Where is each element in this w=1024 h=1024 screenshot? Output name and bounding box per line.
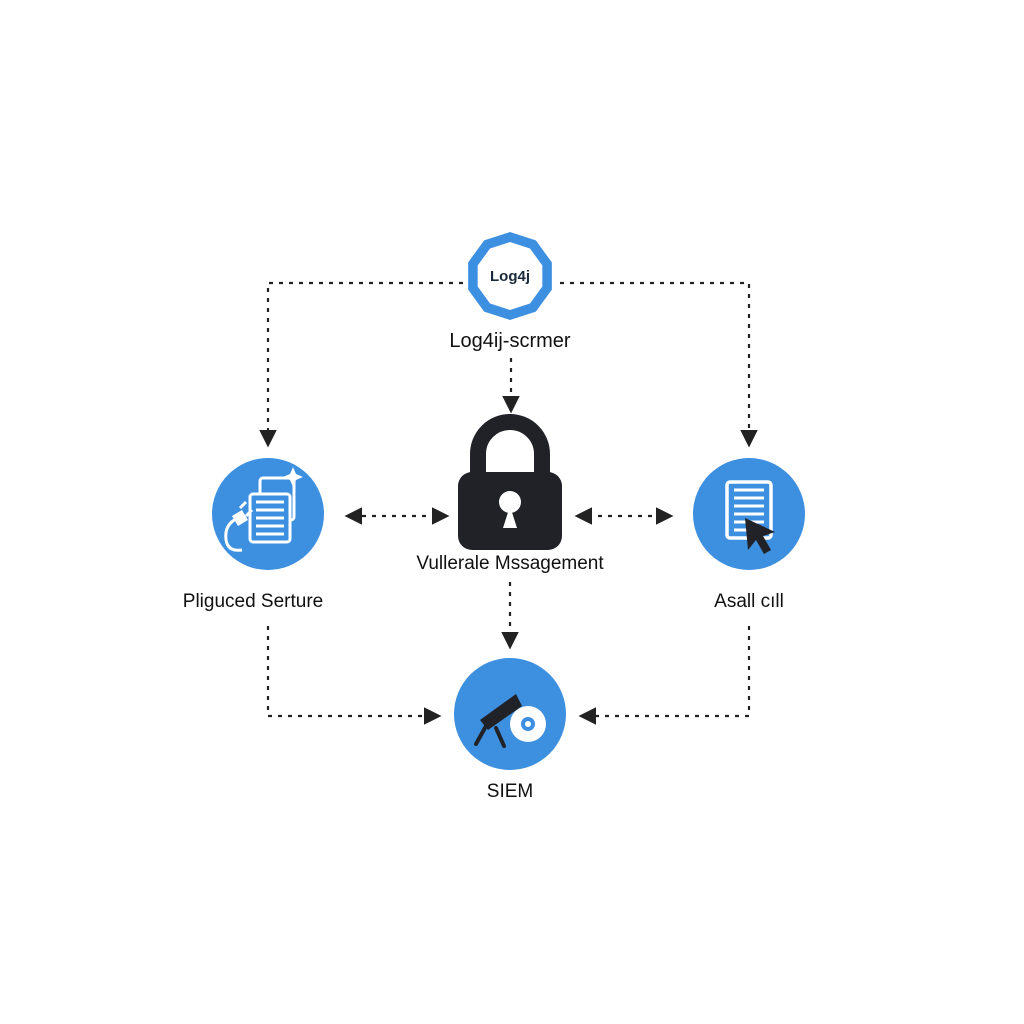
bottom-node-label: SIEM <box>487 781 533 803</box>
bottom-node <box>454 658 566 770</box>
left-node <box>212 458 324 570</box>
diagram-canvas: Log4j <box>0 0 1024 1024</box>
edge-top-to-right <box>560 283 749 444</box>
center-node-label: Vullerale Mssagement <box>416 553 603 575</box>
lock-icon <box>458 422 562 550</box>
right-node <box>693 458 805 570</box>
edge-top-to-left <box>268 283 463 444</box>
log4j-badge-node: Log4j <box>468 232 552 320</box>
right-node-label: Asall cıll <box>714 591 784 613</box>
top-node-label: Log4ij-scrmer <box>449 330 570 353</box>
edge-right-to-bottom <box>582 626 749 716</box>
badge-text: Log4j <box>490 268 530 285</box>
edge-left-to-bottom <box>268 626 438 716</box>
left-node-label: Pliguced Serture <box>183 591 323 613</box>
